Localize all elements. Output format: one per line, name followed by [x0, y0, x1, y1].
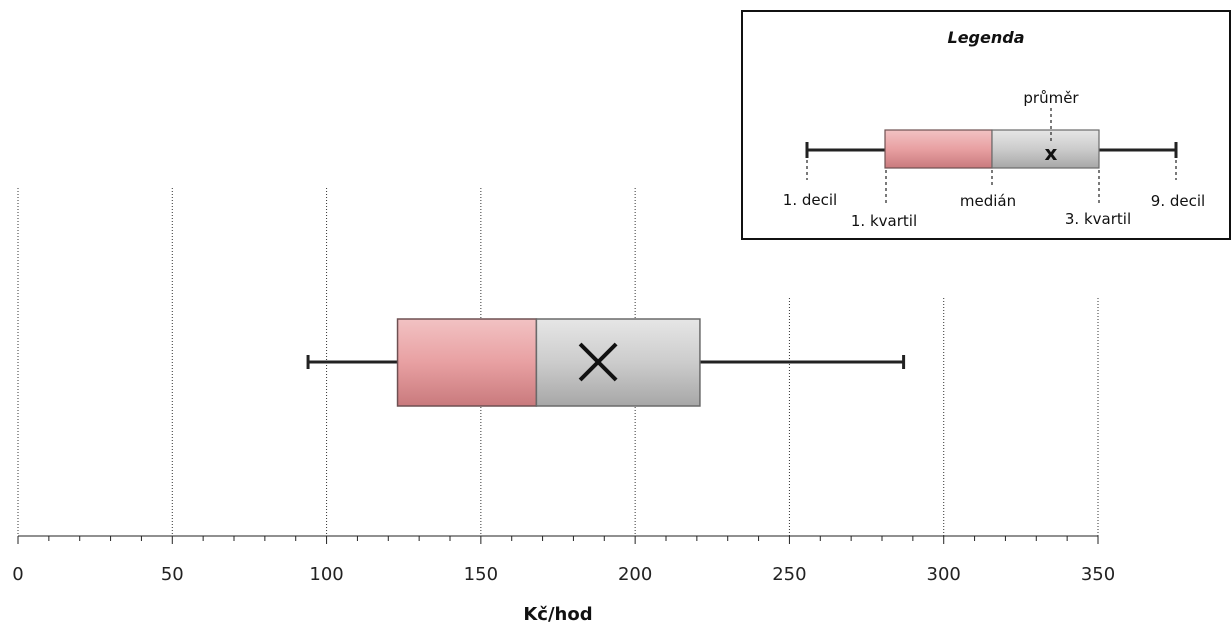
x-axis-ticks: [17, 536, 1099, 544]
tick-label: 350: [1081, 564, 1115, 585]
mean-marker-stroke: [578, 342, 618, 382]
legend-box-upper: [991, 129, 1100, 169]
tick-label: 100: [309, 564, 343, 585]
x-axis-tick-labels: 0 50 100 150 200 250 300 350: [12, 564, 1115, 585]
tick-label: 0: [12, 564, 23, 585]
boxplot-series: [306, 318, 906, 407]
legend-frame: [741, 10, 1231, 240]
tick-label: 50: [161, 564, 184, 585]
legend-quartile1-label: 1. kvartil: [851, 212, 917, 230]
tick-label: 300: [927, 564, 961, 585]
legend-decile9-label: 9. decil: [1151, 192, 1205, 210]
mean-marker: [578, 342, 618, 382]
tick-label: 200: [618, 564, 652, 585]
x-axis-title: Kč/hod: [523, 604, 592, 625]
legend-mean-marker: x: [1045, 141, 1058, 165]
legend-decile1-label: 1. decil: [783, 191, 837, 209]
legend-title: Legenda: [948, 28, 1025, 47]
box-median-to-upper-quartile: [535, 318, 701, 407]
legend-quartile3-label: 3. kvartil: [1065, 210, 1131, 228]
box-lower-quartile-to-median: [396, 318, 538, 407]
legend-box-lower: [884, 129, 993, 169]
tick-label: 250: [772, 564, 806, 585]
tick-label: 150: [464, 564, 498, 585]
legend-mean-label: průměr: [1023, 89, 1079, 107]
legend-median-label: medián: [960, 192, 1016, 210]
legend: Legenda x průměr 1. decil 1. kvartil med…: [741, 10, 1231, 240]
